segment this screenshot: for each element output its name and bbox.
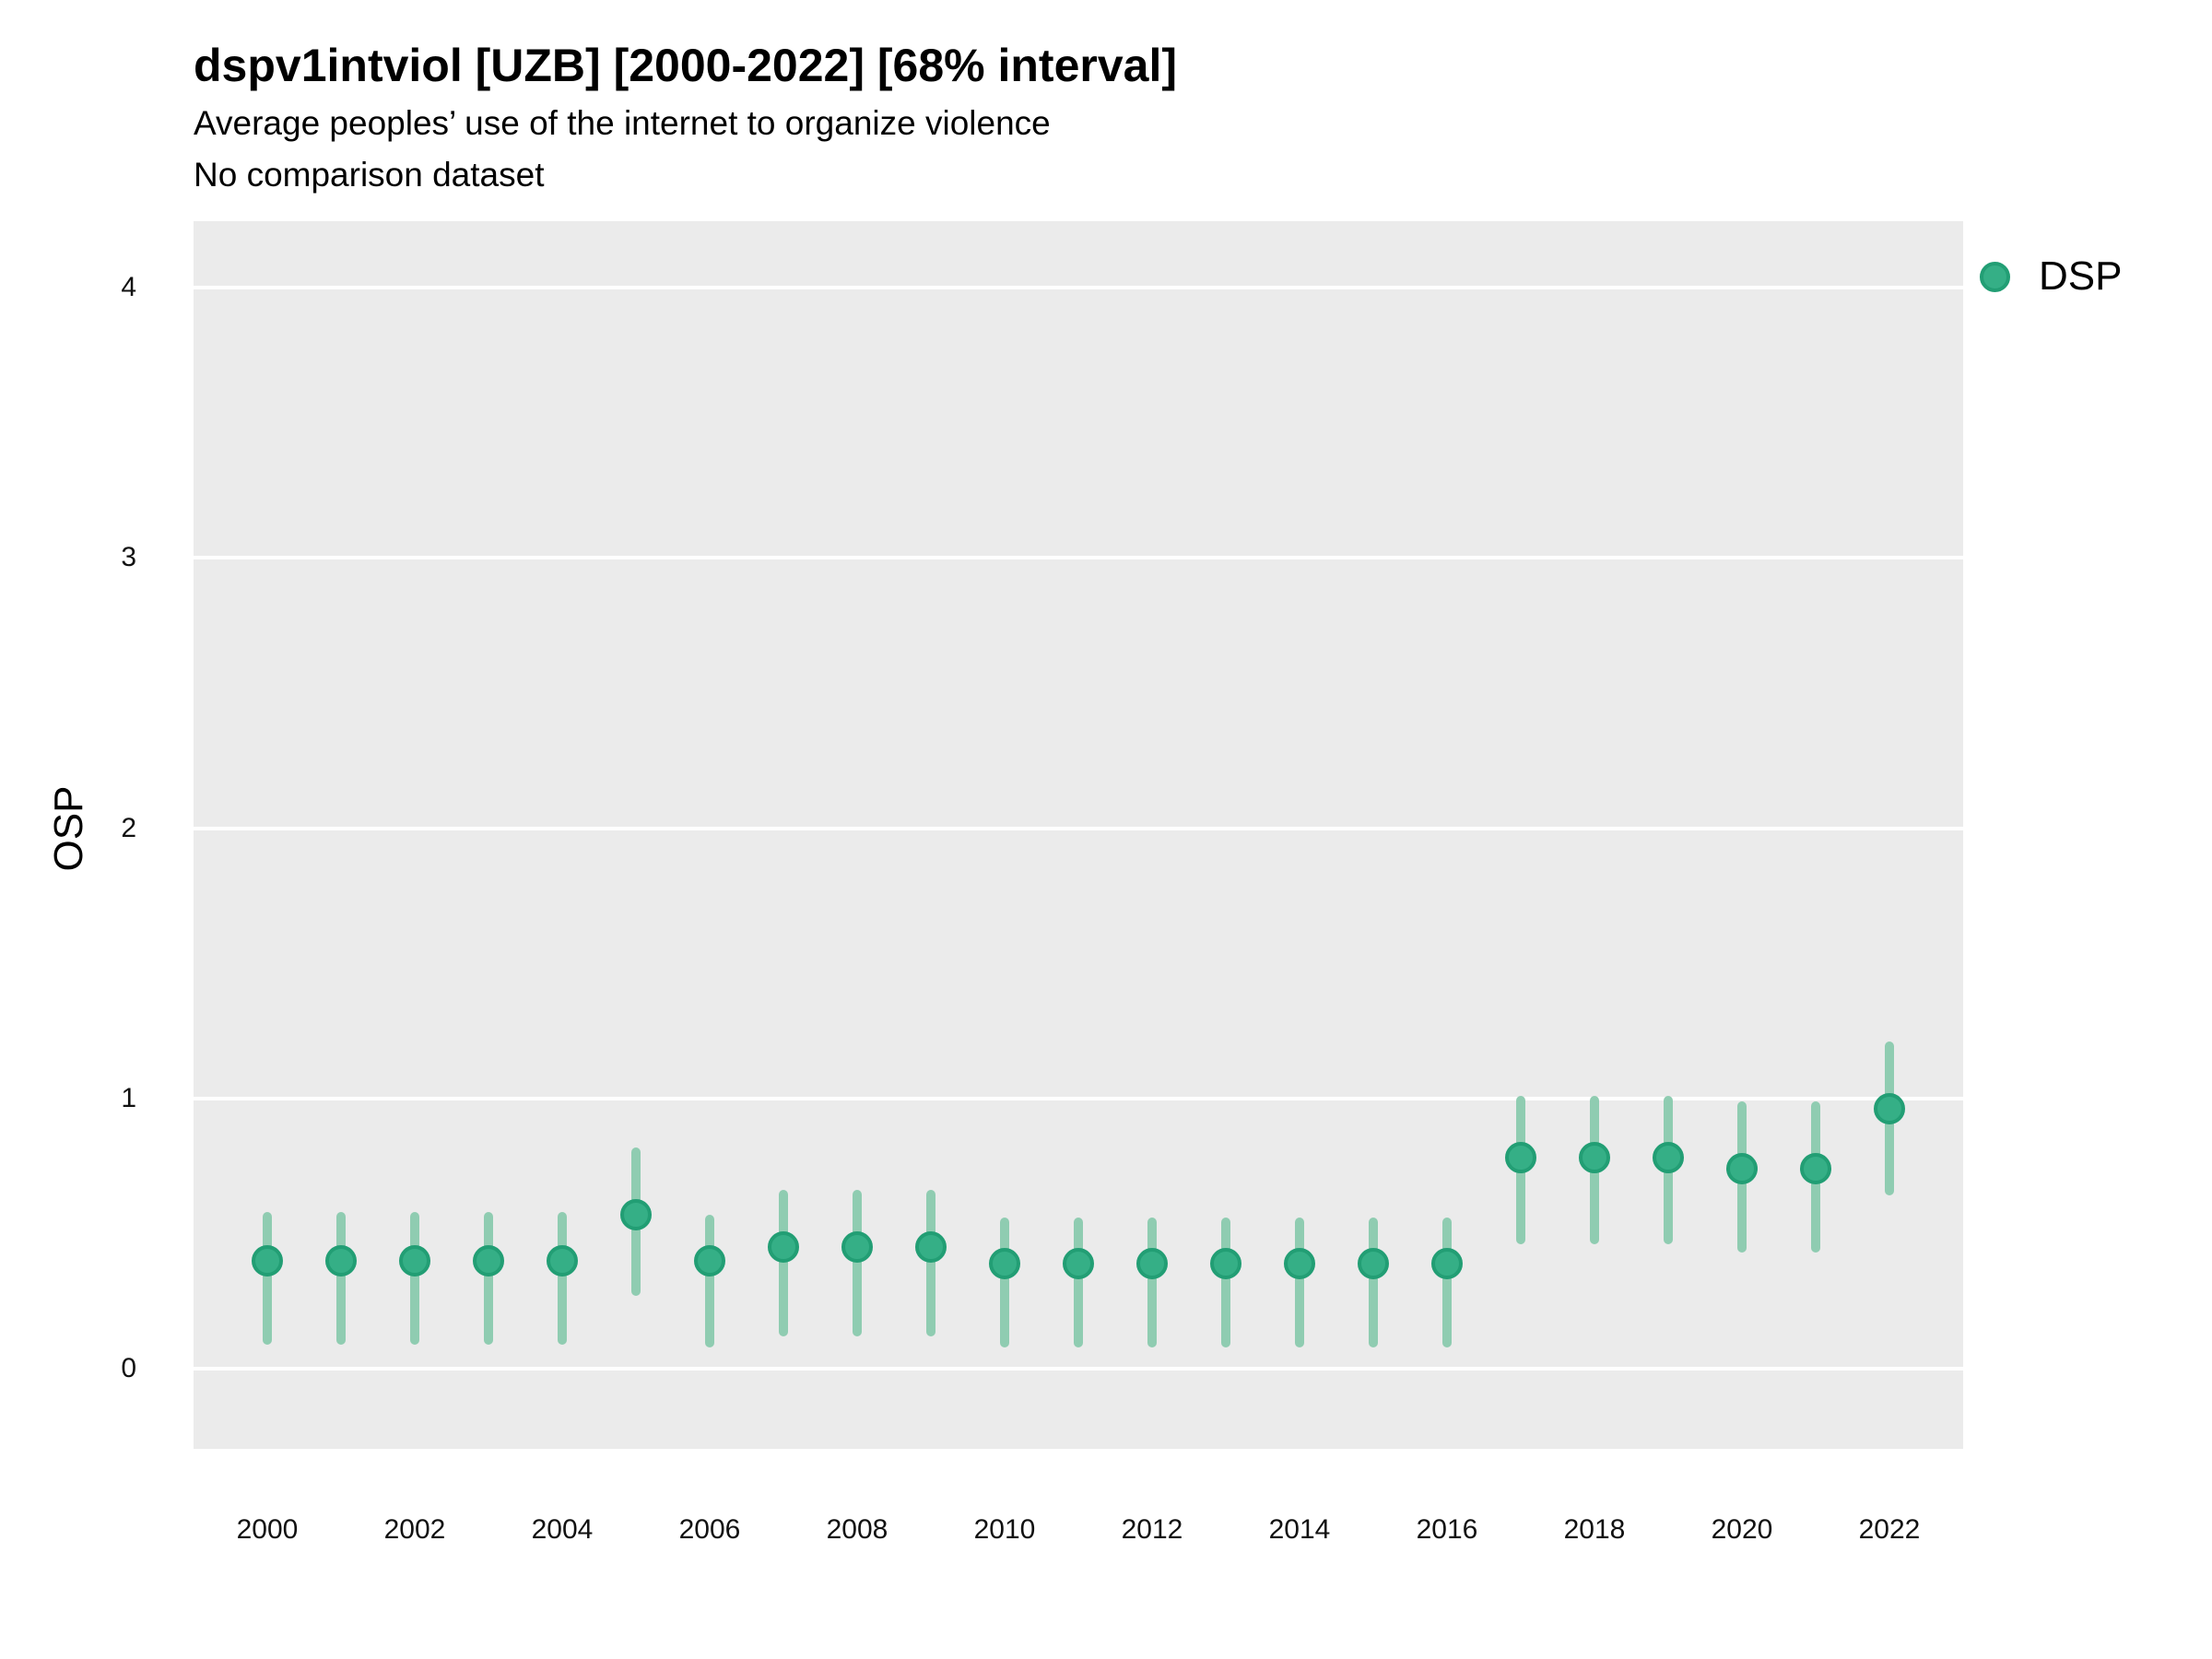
data-point [1063, 1247, 1094, 1279]
interval-line [779, 1190, 788, 1336]
x-tick-label: 2002 [383, 1514, 446, 1545]
data-point [399, 1244, 430, 1277]
y-tick-label: 4 [121, 272, 136, 302]
interval-line [1147, 1217, 1157, 1347]
interval-line [1074, 1217, 1083, 1347]
data-point [1800, 1152, 1831, 1184]
interval-line [410, 1211, 419, 1345]
interval-line [263, 1211, 272, 1345]
data-point [1653, 1142, 1684, 1174]
x-tick-label: 2016 [1416, 1514, 1478, 1545]
gridline-y-0 [194, 1367, 1963, 1371]
data-point [252, 1244, 283, 1277]
gridline-y-1 [194, 1096, 1963, 1100]
x-tick-label: 2010 [973, 1514, 1036, 1545]
gridline-y-3 [194, 556, 1963, 560]
legend: DSP [1980, 245, 2122, 308]
data-point [1579, 1142, 1610, 1174]
x-tick-label: 2004 [531, 1514, 594, 1545]
x-tick-label: 2008 [826, 1514, 888, 1545]
interval-line [1295, 1217, 1304, 1347]
legend-label: DSP [2039, 253, 2123, 299]
data-point [1505, 1142, 1536, 1174]
data-point [325, 1244, 357, 1277]
y-tick-label: 0 [121, 1353, 136, 1383]
chart-title: dspv1intviol [UZB] [2000-2022] [68% inte… [194, 40, 1177, 91]
x-tick-label: 2014 [1268, 1514, 1331, 1545]
interval-line [705, 1214, 714, 1347]
data-point [1136, 1247, 1168, 1279]
data-point [1726, 1152, 1758, 1184]
interval-line [1369, 1217, 1378, 1347]
y-tick-label: 3 [121, 542, 136, 573]
interval-line [1000, 1217, 1009, 1347]
legend-point-icon [1980, 261, 2010, 292]
interval-line [1221, 1217, 1230, 1347]
x-tick-label: 2018 [1563, 1514, 1626, 1545]
x-tick-label: 2006 [678, 1514, 741, 1545]
interval-line [926, 1190, 935, 1336]
data-point [841, 1231, 873, 1264]
interval-line [558, 1211, 567, 1345]
chart-subtitle: Average peoples’ use of the internet to … [194, 104, 1051, 142]
x-tick-label: 2020 [1711, 1514, 1773, 1545]
data-point [768, 1231, 799, 1264]
data-point [1431, 1247, 1463, 1279]
x-tick-label: 2022 [1858, 1514, 1921, 1545]
data-point [1874, 1093, 1905, 1125]
interval-line [1442, 1217, 1452, 1347]
y-tick-label: 2 [121, 812, 136, 843]
data-point [620, 1198, 652, 1230]
data-point [1358, 1247, 1389, 1279]
data-point [915, 1231, 947, 1264]
data-point [1284, 1247, 1315, 1279]
chart-note: No comparison dataset [194, 156, 545, 194]
plot-panel [194, 221, 1963, 1449]
data-point [989, 1247, 1020, 1279]
y-tick-label: 1 [121, 1082, 136, 1113]
gridline-y-4 [194, 286, 1963, 289]
x-tick-label: 2000 [236, 1514, 299, 1545]
data-point [1210, 1247, 1241, 1279]
interval-line [484, 1211, 493, 1345]
data-point [694, 1244, 725, 1277]
interval-line [853, 1190, 862, 1336]
x-tick-label: 2012 [1121, 1514, 1183, 1545]
interval-line [336, 1211, 346, 1345]
gridline-y-2 [194, 826, 1963, 830]
data-point [547, 1244, 578, 1277]
data-point [473, 1244, 504, 1277]
